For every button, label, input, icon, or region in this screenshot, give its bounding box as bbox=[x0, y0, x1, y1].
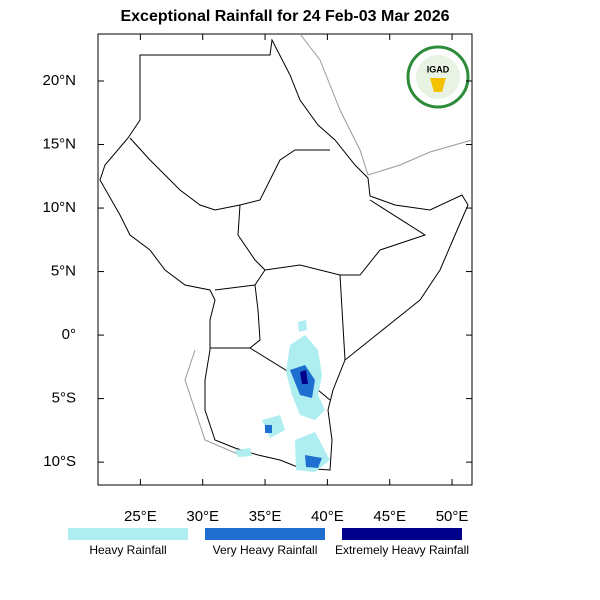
y-tick-label: 0° bbox=[62, 326, 76, 343]
coastline bbox=[299, 33, 473, 176]
coastline bbox=[184, 349, 241, 456]
y-tick-label: 20°N bbox=[42, 72, 76, 89]
legend: Heavy Rainfall Very Heavy Rainfall Extreme… bbox=[68, 528, 469, 557]
x-tick-label: 25°E bbox=[124, 508, 157, 525]
y-tick-label: 10°N bbox=[42, 199, 76, 216]
legend-swatch bbox=[68, 528, 188, 540]
map-frame bbox=[97, 33, 473, 486]
legend-label: Heavy Rainfall bbox=[89, 543, 166, 557]
axis-ticks: 25°E 30°E 35°E 40°E 45°E 50°E 20°N 15°N 10°N 5°N 0… bbox=[42, 34, 472, 525]
rain-area bbox=[235, 448, 252, 457]
y-tick-label: 5°S bbox=[52, 390, 76, 407]
map-title: Exceptional Rainfall for 24 Feb-03 Mar 2… bbox=[120, 8, 449, 25]
rain-area bbox=[295, 432, 330, 472]
logo: IGAD bbox=[406, 45, 470, 109]
logo-shape bbox=[430, 78, 446, 92]
x-tick-label: 40°E bbox=[311, 508, 344, 525]
logo-disc bbox=[416, 55, 460, 99]
legend-label: Very Heavy Rainfall bbox=[213, 543, 318, 557]
x-tick-label: 35°E bbox=[249, 508, 282, 525]
x-tick-label: 50°E bbox=[436, 508, 469, 525]
y-tick-label: 15°N bbox=[42, 135, 76, 152]
x-tick-label: 45°E bbox=[373, 508, 406, 525]
map-layer bbox=[99, 33, 473, 472]
country-border bbox=[129, 137, 427, 401]
y-tick-label: 10°S bbox=[43, 453, 76, 470]
legend-swatch bbox=[342, 528, 462, 540]
logo-text: IGAD bbox=[427, 64, 450, 74]
rain-area bbox=[298, 320, 307, 332]
rain-area bbox=[265, 425, 272, 433]
y-tick-label: 5°N bbox=[51, 263, 76, 280]
rain-area bbox=[305, 455, 322, 468]
legend-label: Extremely Heavy Rainfall bbox=[335, 543, 469, 557]
rainfall-extreme bbox=[300, 370, 308, 384]
x-tick-label: 30°E bbox=[186, 508, 219, 525]
legend-swatch bbox=[205, 528, 325, 540]
region-outline bbox=[99, 38, 469, 471]
rain-area bbox=[300, 370, 308, 384]
